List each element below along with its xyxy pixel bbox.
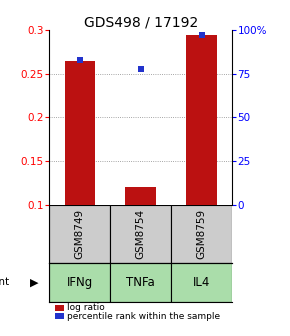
Title: GDS498 / 17192: GDS498 / 17192 [84,15,198,29]
Text: ▶: ▶ [30,277,39,287]
Bar [64,61,95,205]
Bar [171,263,232,302]
Bar [110,205,171,263]
Bar [49,263,110,302]
Text: IL4: IL4 [193,276,210,289]
Bar [186,35,217,205]
Text: GSM8754: GSM8754 [136,209,146,259]
Text: agent: agent [0,277,9,287]
Bar [110,263,171,302]
Text: percentile rank within the sample: percentile rank within the sample [67,312,220,321]
Bar [171,205,232,263]
Bar [125,187,156,205]
Text: TNFa: TNFa [126,276,155,289]
Text: log ratio: log ratio [67,303,104,312]
Text: GSM8749: GSM8749 [75,209,85,259]
Text: IFNg: IFNg [67,276,93,289]
Bar [49,205,110,263]
Text: GSM8759: GSM8759 [197,209,206,259]
